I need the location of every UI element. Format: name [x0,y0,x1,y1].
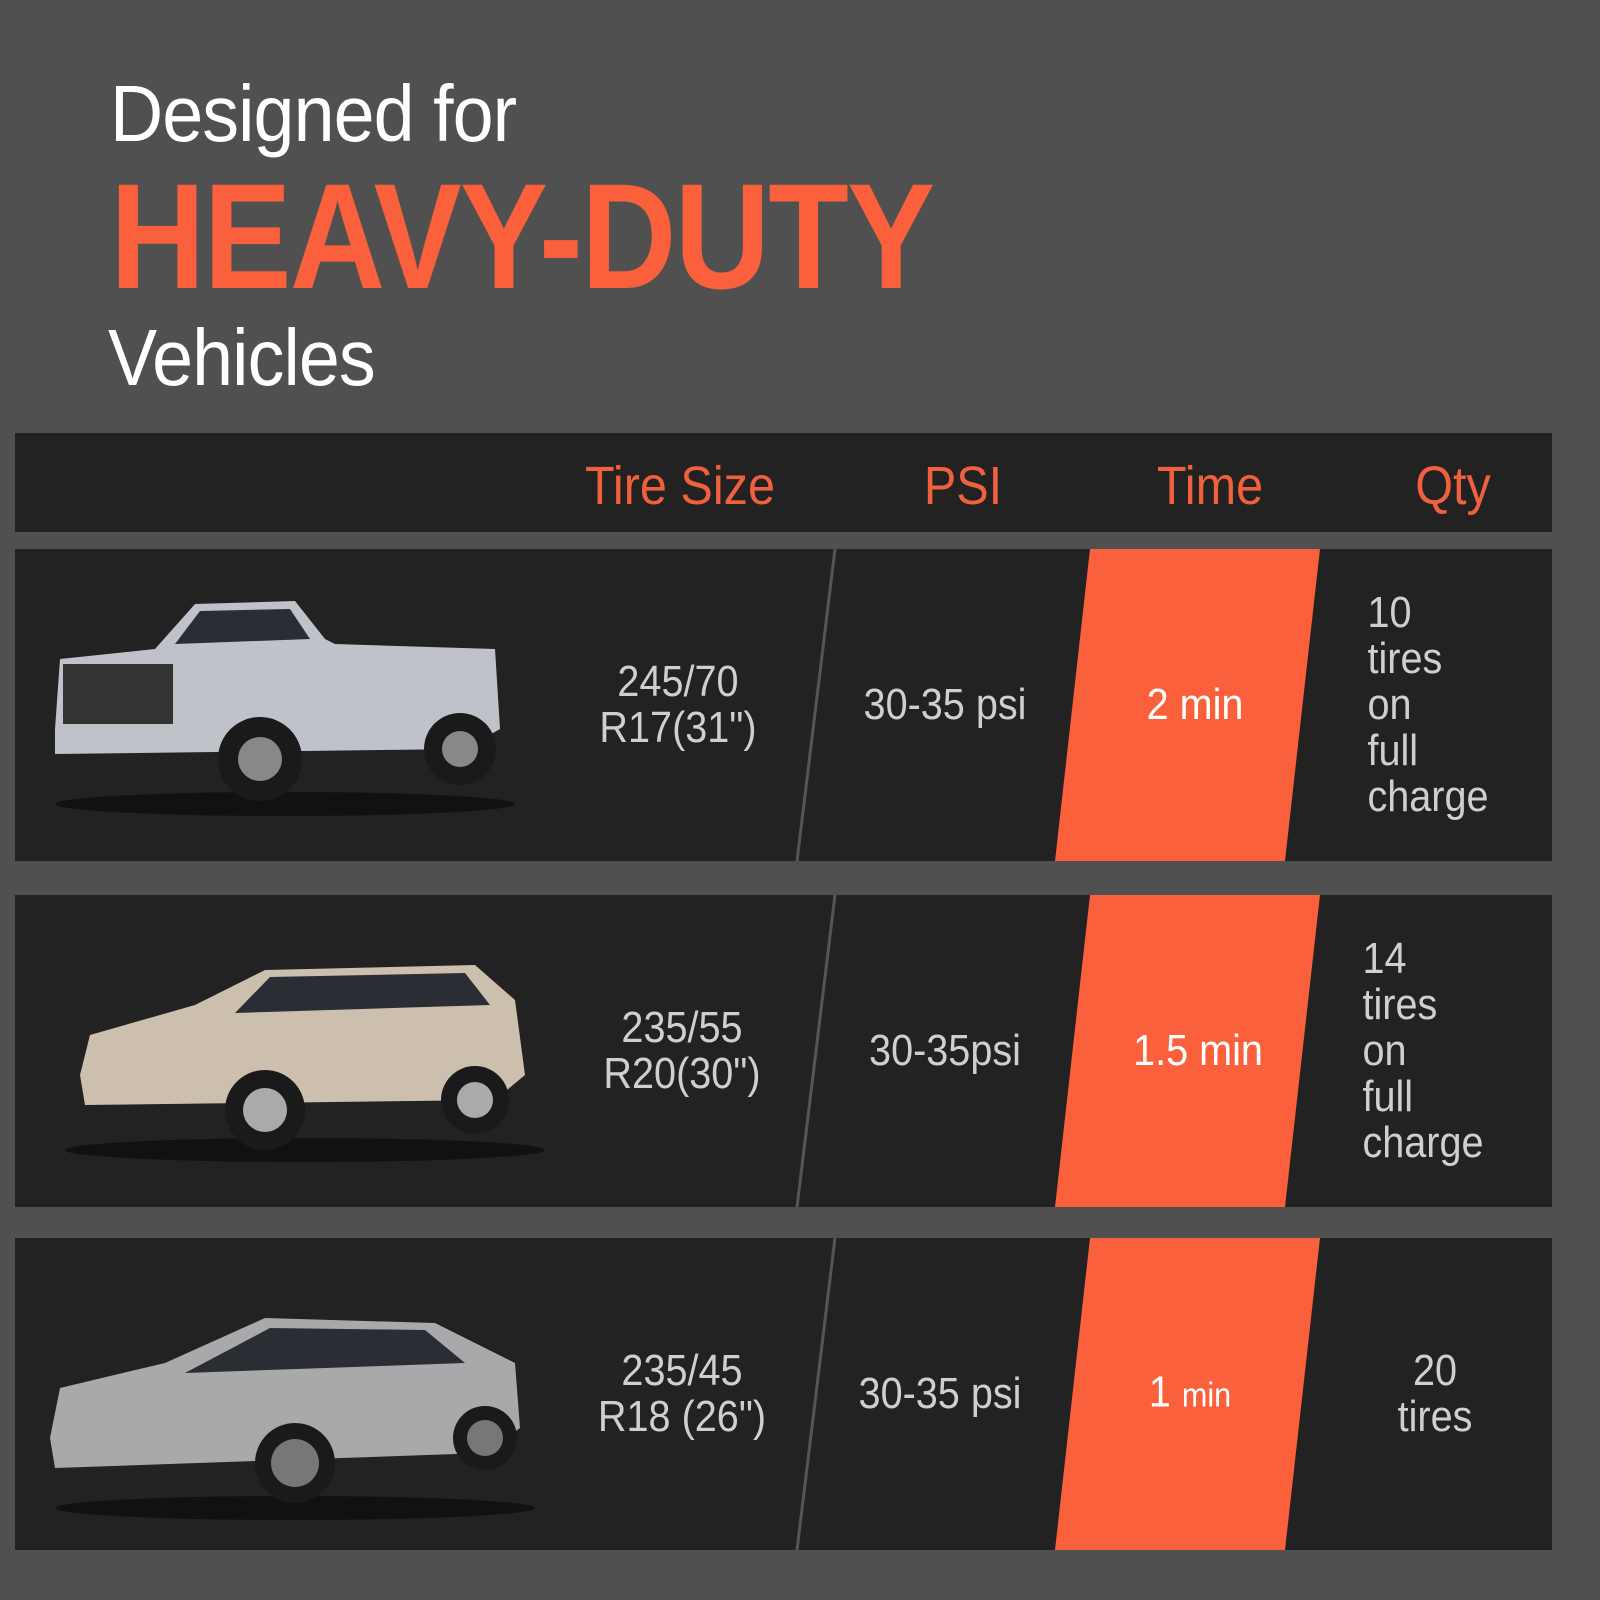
row-background [795,1238,1320,1550]
tire-size: 235/55 R20(30") [603,1003,761,1098]
table-row-suv: 235/55 R20(30") 30-35psi 1.5 min 14 tire… [15,895,1552,1207]
time-highlight [1055,895,1320,1207]
tire-size: 245/70 R17(31") [599,657,757,752]
header-time: Time [1156,456,1264,516]
time-unit: min [1181,1376,1232,1415]
pickup-truck-image [55,601,515,816]
column-divider [795,895,837,1207]
title-line-2: HEAVY-DUTY [110,152,935,320]
time-highlight [1055,549,1320,861]
qty: 20 tires [1397,1346,1473,1441]
time: 2 min [1146,680,1244,729]
column-divider [795,1238,837,1550]
header-qty: Qty [1415,456,1491,516]
table-row-pickup: 245/70 R17(31") 30-35 psi 2 min 10 tires… [15,549,1552,861]
time-highlight [1055,1238,1320,1550]
row-background [795,895,1320,1207]
psi: 30-35psi [869,1026,1021,1075]
table-row-sedan: 235/45 R18 (26") 30-35 psi 1 min 20 tire… [15,1238,1552,1550]
column-divider [795,549,837,861]
table-header: Tire Size PSI Time Qty [15,433,1552,532]
title-line-1: Designed for [110,69,517,158]
tire-size: 235/45 R18 (26") [597,1346,767,1441]
row-background [795,549,1320,861]
header-psi: PSI [923,456,1003,516]
time: 1 min [1148,1367,1232,1419]
psi: 30-35 psi [858,1369,1022,1418]
header-tire-size: Tire Size [585,456,775,516]
time-value: 1 [1148,1367,1171,1417]
qty: 14 tires on full charge [1362,934,1484,1167]
suv-image [65,965,545,1162]
qty: 10 tires on full charge [1367,588,1489,821]
psi: 30-35 psi [863,680,1027,729]
title-line-3: Vehicles [108,313,376,402]
sedan-image [50,1318,535,1520]
time: 1.5 min [1133,1026,1263,1075]
